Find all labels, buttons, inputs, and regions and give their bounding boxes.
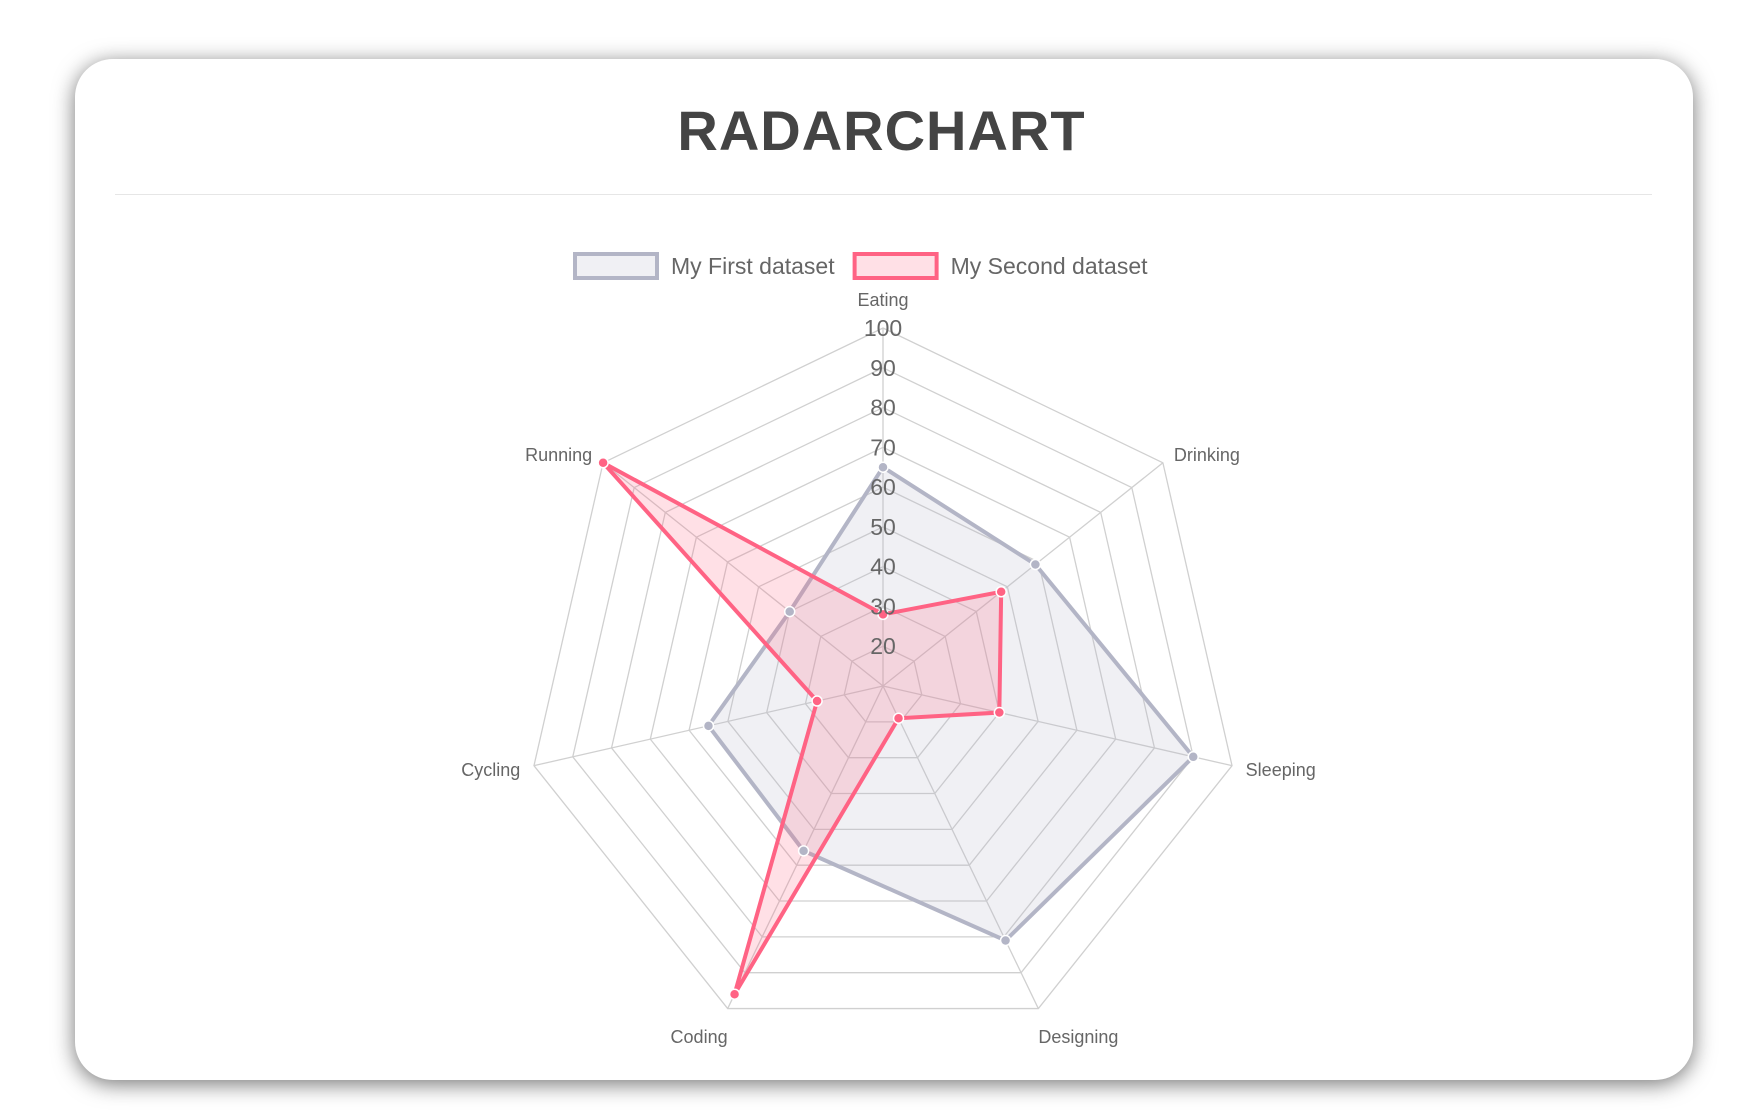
grid-ring	[804, 605, 962, 759]
axis-label: Eating	[857, 290, 908, 310]
divider	[115, 194, 1652, 195]
grid-ring	[843, 645, 923, 723]
legend-label: My First dataset	[671, 253, 835, 279]
grid-spoke	[602, 462, 884, 687]
tick-label: 30	[870, 593, 896, 619]
legend-item[interactable]: My First dataset	[573, 252, 835, 280]
data-point[interactable]	[999, 934, 1012, 947]
axis-label: Coding	[671, 1027, 728, 1047]
page-title: RADARCHART	[677, 99, 1086, 162]
grid-ring	[610, 406, 1156, 938]
grid-ring	[649, 446, 1117, 902]
grid-ring	[727, 526, 1039, 831]
grid-ring	[533, 327, 1233, 1010]
data-point[interactable]	[892, 712, 905, 725]
tick-label: 90	[870, 355, 896, 381]
axis-label: Designing	[1038, 1027, 1118, 1047]
grid-spoke	[882, 685, 1039, 1009]
legend-item[interactable]: My Second dataset	[852, 252, 1149, 280]
data-point[interactable]	[797, 845, 810, 857]
legend-swatch	[573, 252, 659, 280]
tick-label: 40	[870, 554, 896, 580]
data-point[interactable]	[702, 720, 715, 732]
axis-label: Sleeping	[1246, 760, 1316, 780]
tick-label: 20	[870, 633, 896, 659]
tick-label: 80	[870, 395, 896, 421]
grid-ring	[765, 565, 1001, 795]
grid-spoke	[882, 462, 1164, 687]
legend: My First dataset My Second dataset	[573, 252, 1149, 280]
legend-swatch	[852, 252, 939, 280]
tick-label: 70	[870, 434, 896, 460]
data-point[interactable]	[811, 695, 823, 707]
grid-spoke	[882, 685, 1233, 767]
tick-label: 50	[870, 514, 896, 540]
data-point[interactable]	[995, 586, 1007, 598]
axis-label: Running	[525, 445, 592, 465]
data-point[interactable]	[783, 605, 796, 618]
tick-label: 60	[870, 474, 896, 500]
data-point[interactable]	[877, 608, 889, 621]
series-area-2	[601, 461, 1004, 996]
data-point[interactable]	[597, 457, 609, 469]
data-point[interactable]	[877, 461, 889, 473]
chart-card	[75, 59, 1693, 1080]
axis-label: Cycling	[461, 760, 520, 780]
data-point[interactable]	[1187, 751, 1199, 763]
axis-label: Drinking	[1174, 445, 1240, 465]
data-point[interactable]	[728, 988, 741, 1000]
tick-label: 100	[864, 315, 902, 341]
grid-ring	[572, 367, 1194, 974]
data-point[interactable]	[993, 706, 1006, 719]
grid-ring	[688, 486, 1078, 866]
legend-label: My Second dataset	[951, 253, 1149, 279]
data-point[interactable]	[1029, 558, 1042, 571]
